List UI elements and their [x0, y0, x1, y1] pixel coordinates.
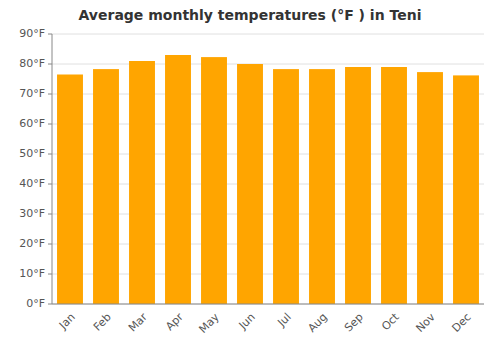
grid-line [52, 304, 484, 305]
chart-container: Average monthly temperatures (°F ) in Te… [0, 0, 500, 350]
y-tick-label: 20°F [19, 237, 45, 250]
chart-title: Average monthly temperatures (°F ) in Te… [79, 7, 422, 23]
bars [57, 55, 479, 304]
y-tick [48, 304, 52, 305]
x-tick-labels: Jan Feb Mar Apr May Jun Jul Aug Sep Oct Nov Dec [56, 310, 474, 336]
bar [309, 69, 335, 304]
bar [417, 72, 443, 304]
x-tick-label: May [196, 310, 222, 336]
bar [201, 57, 227, 304]
bar [453, 75, 479, 304]
bar [237, 64, 263, 304]
y-tick-label: 50°F [19, 147, 45, 160]
x-axis-line [52, 304, 484, 305]
y-tick [48, 154, 52, 155]
x-tick-label: Jun [236, 311, 258, 333]
x-tick-label: Nov [413, 310, 438, 335]
bar [93, 69, 119, 304]
bar [57, 75, 83, 305]
grid-line [52, 64, 484, 65]
y-tick-label: 60°F [19, 117, 45, 130]
y-tick-labels: 0°F 10°F 20°F 30°F 40°F 50°F 60°F 70°F 80°F 90°F [19, 27, 52, 310]
x-tick-label: Oct [379, 310, 402, 333]
y-grid [52, 34, 484, 304]
bar [345, 67, 371, 304]
x-tick-label: Dec [450, 311, 474, 335]
bar [381, 67, 407, 304]
y-tick [48, 64, 52, 65]
y-tick [48, 94, 52, 95]
y-tick [48, 274, 52, 275]
y-tick-label: 80°F [19, 57, 45, 70]
y-tick [48, 244, 52, 245]
y-tick-label: 10°F [19, 267, 45, 280]
y-tick-label: 40°F [19, 177, 45, 190]
x-tick-label: Mar [126, 310, 150, 334]
y-axis-line [52, 34, 53, 304]
y-tick [48, 34, 52, 35]
y-tick-label: 30°F [19, 207, 45, 220]
x-tick-label: Apr [163, 310, 186, 333]
x-tick-label: Sep [342, 311, 366, 335]
chart-svg: Average monthly temperatures (°F ) in Te… [0, 0, 500, 350]
y-tick [48, 124, 52, 125]
x-tick-label: Jan [56, 311, 78, 333]
y-tick-label: 70°F [19, 87, 45, 100]
grid-line [52, 34, 484, 35]
bar [129, 61, 155, 304]
y-tick [48, 184, 52, 185]
y-tick-label: 0°F [26, 297, 45, 310]
x-tick-label: Jul [274, 311, 293, 330]
x-tick-label: Feb [91, 311, 114, 334]
y-tick-label: 90°F [19, 27, 45, 40]
bar [273, 69, 299, 304]
x-tick-label: Aug [305, 311, 329, 335]
bar [165, 55, 191, 304]
y-tick [48, 214, 52, 215]
